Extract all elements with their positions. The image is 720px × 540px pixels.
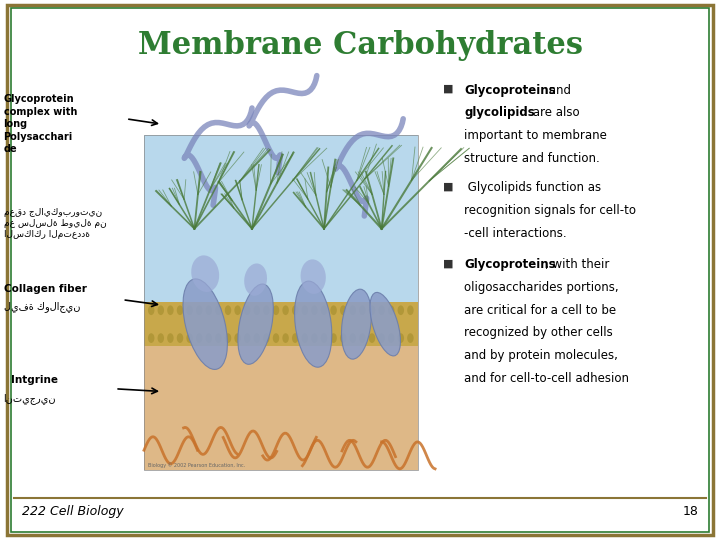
Ellipse shape [321, 333, 328, 343]
Ellipse shape [238, 284, 274, 364]
Ellipse shape [379, 333, 385, 343]
Ellipse shape [186, 306, 193, 315]
Text: 222 Cell Biology: 222 Cell Biology [22, 505, 123, 518]
Ellipse shape [183, 279, 228, 369]
Bar [144, 135, 418, 329]
Ellipse shape [408, 333, 414, 343]
Ellipse shape [177, 333, 183, 343]
Text: Biology © 2002 Pearson Education, Inc.: Biology © 2002 Pearson Education, Inc. [148, 463, 245, 468]
Ellipse shape [244, 333, 251, 343]
Text: ليفة كولاجين: ليفة كولاجين [4, 301, 80, 312]
Ellipse shape [397, 333, 404, 343]
Ellipse shape [282, 333, 289, 343]
Ellipse shape [292, 306, 299, 315]
Ellipse shape [370, 292, 400, 356]
Ellipse shape [369, 306, 375, 315]
Text: recognition signals for cell-to: recognition signals for cell-to [464, 204, 636, 217]
Ellipse shape [359, 306, 366, 315]
Ellipse shape [311, 306, 318, 315]
Ellipse shape [196, 306, 202, 315]
Ellipse shape [282, 306, 289, 315]
Text: Glycoproteins: Glycoproteins [464, 258, 556, 271]
Text: Collagen fiber: Collagen fiber [4, 284, 86, 294]
Ellipse shape [294, 281, 332, 367]
Ellipse shape [369, 333, 375, 343]
Ellipse shape [379, 306, 385, 315]
Ellipse shape [244, 264, 267, 296]
Text: and by protein molecules,: and by protein molecules, [464, 349, 618, 362]
Ellipse shape [273, 333, 279, 343]
Ellipse shape [244, 306, 251, 315]
Text: معقد جلايكوبروتين
مع سلسلة طويلة من
السكاكر المتعددة: معقد جلايكوبروتين مع سلسلة طويلة من السك… [4, 208, 107, 239]
Ellipse shape [225, 333, 231, 343]
Text: structure and function.: structure and function. [464, 152, 600, 165]
Text: ■: ■ [443, 258, 454, 268]
Ellipse shape [253, 306, 260, 315]
Ellipse shape [206, 333, 212, 343]
Text: انتيجرين: انتيجرين [4, 393, 56, 404]
Bar [144, 135, 418, 470]
Text: Intgrine: Intgrine [11, 375, 58, 386]
Bar [144, 329, 418, 470]
Ellipse shape [196, 333, 202, 343]
Ellipse shape [388, 333, 395, 343]
Ellipse shape [192, 255, 219, 292]
Ellipse shape [292, 333, 299, 343]
Ellipse shape [215, 333, 222, 343]
Ellipse shape [273, 306, 279, 315]
Ellipse shape [300, 259, 326, 294]
Ellipse shape [330, 306, 337, 315]
Ellipse shape [235, 333, 241, 343]
Ellipse shape [350, 306, 356, 315]
Ellipse shape [264, 306, 269, 315]
Ellipse shape [225, 306, 231, 315]
Text: , with their: , with their [545, 258, 609, 271]
Text: are critical for a cell to be: are critical for a cell to be [464, 303, 616, 316]
Text: are also: are also [529, 106, 580, 119]
Text: recognized by other cells: recognized by other cells [464, 326, 613, 339]
Text: ■: ■ [443, 84, 454, 94]
Text: 18: 18 [683, 505, 698, 518]
Ellipse shape [215, 306, 222, 315]
Text: oligosaccharides portions,: oligosaccharides portions, [464, 281, 619, 294]
Text: ■: ■ [443, 181, 454, 191]
Ellipse shape [158, 333, 164, 343]
Text: and: and [545, 84, 571, 97]
Ellipse shape [158, 306, 164, 315]
Ellipse shape [177, 306, 183, 315]
Ellipse shape [186, 333, 193, 343]
Ellipse shape [330, 333, 337, 343]
Text: important to membrane: important to membrane [464, 129, 607, 142]
Ellipse shape [408, 306, 414, 315]
Ellipse shape [235, 306, 241, 315]
Ellipse shape [253, 333, 260, 343]
Text: Glycoprotein
complex with
long
Polysacchari
de: Glycoprotein complex with long Polysacch… [4, 94, 77, 154]
Ellipse shape [206, 306, 212, 315]
Ellipse shape [397, 306, 404, 315]
Text: -cell interactions.: -cell interactions. [464, 227, 567, 240]
Ellipse shape [340, 306, 346, 315]
Ellipse shape [359, 333, 366, 343]
Ellipse shape [167, 306, 174, 315]
Ellipse shape [340, 333, 346, 343]
Text: and for cell-to-cell adhesion: and for cell-to-cell adhesion [464, 372, 629, 384]
Ellipse shape [350, 333, 356, 343]
Ellipse shape [302, 306, 308, 315]
Ellipse shape [264, 333, 269, 343]
Text: Membrane Carbohydrates: Membrane Carbohydrates [138, 30, 582, 62]
Text: glycolipids: glycolipids [464, 106, 535, 119]
Ellipse shape [167, 333, 174, 343]
Ellipse shape [388, 306, 395, 315]
Ellipse shape [321, 306, 328, 315]
Ellipse shape [302, 333, 308, 343]
Ellipse shape [341, 289, 372, 359]
Ellipse shape [148, 333, 155, 343]
Text: Glycolipids function as: Glycolipids function as [464, 181, 601, 194]
Text: Glycoproteins: Glycoproteins [464, 84, 556, 97]
Ellipse shape [148, 306, 155, 315]
Bar [144, 302, 418, 346]
Ellipse shape [311, 333, 318, 343]
